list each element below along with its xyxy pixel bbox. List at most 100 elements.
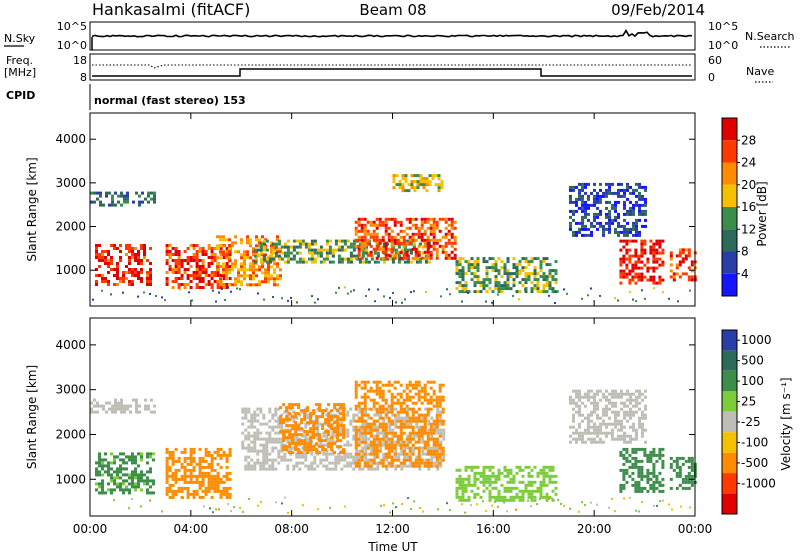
heatmap-cell: [375, 407, 379, 411]
heatmap-cell: [399, 425, 403, 429]
heatmap-cell: [372, 229, 376, 233]
heatmap-cell: [396, 220, 400, 224]
heatmap-cell: [354, 464, 358, 468]
heatmap-cell: [246, 256, 249, 260]
heatmap-cell: [277, 242, 281, 246]
heatmap-cell: [384, 425, 388, 429]
heatmap-cell: [165, 247, 169, 250]
heatmap-cell: [411, 256, 415, 260]
heatmap-cell: [101, 259, 104, 262]
heatmap-cell: [423, 256, 427, 260]
heatmap-cell: [569, 197, 572, 201]
heatmap-cell: [384, 464, 388, 468]
heatmap-cell: [213, 477, 217, 481]
heatmap-cell: [396, 437, 400, 441]
heatmap-cell: [635, 221, 638, 225]
heatmap-cell: [430, 446, 434, 450]
heatmap-cell: [390, 443, 394, 447]
heatmap-cell: [283, 452, 287, 456]
heatmap-cell: [122, 473, 125, 477]
heatmap-cell: [434, 183, 438, 187]
heatmap-cell: [146, 470, 149, 474]
heatmap-cell: [572, 200, 575, 204]
heatmap-cell: [634, 281, 638, 285]
heatmap-cell: [509, 468, 513, 472]
heatmap-cell: [107, 262, 110, 265]
heatmap-cell: [640, 477, 644, 481]
heatmap-cell: [637, 471, 641, 475]
heatmap-cell: [282, 445, 286, 449]
heatmap-cell: [442, 428, 446, 432]
heatmap-cell: [382, 452, 386, 456]
heatmap-cell: [435, 419, 439, 423]
heatmap-cell: [596, 413, 599, 417]
heatmap-cell: [403, 446, 407, 450]
heatmap-cell: [291, 427, 295, 431]
heatmap-cell: [336, 418, 340, 422]
heatmap-cell: [593, 194, 596, 198]
heatmap-cell: [113, 274, 116, 277]
heatmap-cell: [512, 284, 516, 288]
heatmap-cell: [587, 422, 590, 426]
heatmap-cell: [458, 483, 462, 487]
heatmap-cell: [366, 220, 370, 224]
heatmap-cell: [637, 275, 641, 279]
colorbar-swatch: [722, 391, 737, 412]
heatmap-cell: [406, 407, 410, 411]
heatmap-cell: [464, 483, 468, 487]
heatmap-cell: [367, 251, 371, 255]
heatmap-cell: [629, 185, 632, 189]
heatmap-cell: [599, 422, 602, 426]
heatmap-cell: [373, 425, 377, 429]
heatmap-cell: [644, 407, 647, 411]
heatmap-cell: [593, 410, 596, 414]
heatmap-cell: [271, 440, 275, 444]
heatmap-cell: [539, 495, 543, 499]
heatmap-cell: [291, 406, 295, 410]
heatmap-cell: [216, 283, 220, 286]
heatmap-cell: [438, 383, 442, 387]
heatmap-cell: [687, 486, 691, 490]
heatmap-cell: [387, 383, 391, 387]
heatmap-cell: [183, 480, 187, 484]
heatmap-cell: [369, 398, 373, 402]
heatmap-cell: [417, 229, 421, 233]
heatmap-cell: [675, 266, 679, 270]
heatmap-cell: [146, 259, 149, 262]
heatmap-cell: [128, 259, 131, 262]
heatmap-cell: [629, 290, 631, 293]
heatmap-cell: [276, 277, 279, 281]
heatmap-cell: [515, 275, 519, 279]
heatmap-cell: [272, 296, 274, 298]
heatmap-cell: [246, 268, 249, 272]
heatmap-cell: [652, 465, 656, 469]
heatmap-cell: [364, 455, 368, 459]
heatmap-cell: [473, 474, 477, 478]
heatmap-cell: [399, 428, 403, 432]
heatmap-cell: [530, 474, 534, 478]
heatmap-cell: [482, 489, 486, 493]
heatmap-cell: [378, 386, 382, 390]
heatmap-cell: [542, 278, 546, 282]
heatmap-cell: [614, 437, 617, 441]
heatmap-cell: [315, 403, 319, 407]
heatmap-cell: [168, 244, 172, 247]
heatmap-cell: [337, 245, 341, 249]
heatmap-cell: [256, 419, 260, 423]
heatmap-cell: [189, 477, 193, 481]
heatmap-cell: [253, 461, 257, 465]
heatmap-cell: [611, 182, 614, 186]
heatmap-cell: [631, 465, 635, 469]
heatmap-cell: [120, 410, 123, 414]
heatmap-cell: [390, 247, 394, 251]
heatmap-cell: [357, 464, 361, 468]
heatmap-cell: [331, 431, 335, 435]
heatmap-cell: [343, 458, 347, 462]
heatmap-cell: [438, 419, 442, 423]
heatmap-cell: [420, 389, 424, 393]
heatmap-cell: [584, 200, 587, 204]
heatmap-cell: [644, 440, 647, 444]
heatmap-cell: [644, 416, 647, 420]
heatmap-cell: [669, 257, 673, 261]
heatmap-cell: [494, 266, 498, 270]
